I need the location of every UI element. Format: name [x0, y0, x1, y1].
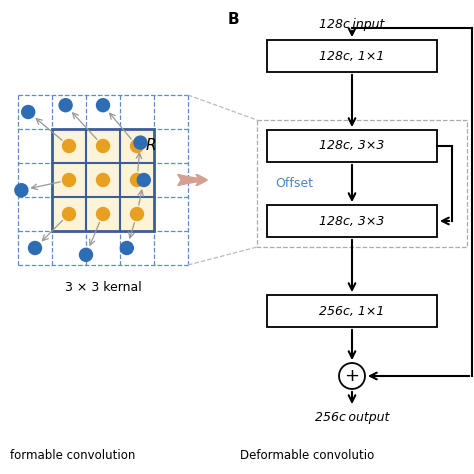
Circle shape	[134, 136, 147, 149]
Polygon shape	[52, 129, 154, 231]
Circle shape	[97, 139, 109, 153]
Text: 256c output: 256c output	[315, 411, 389, 424]
Text: B: B	[228, 12, 240, 27]
Circle shape	[130, 139, 144, 153]
Circle shape	[339, 363, 365, 389]
Text: 128c, 3×3: 128c, 3×3	[319, 215, 385, 228]
Text: Offset: Offset	[275, 177, 313, 190]
Text: Deformable convolutio: Deformable convolutio	[240, 449, 374, 462]
Circle shape	[22, 106, 35, 118]
Text: 128c, 3×3: 128c, 3×3	[319, 139, 385, 153]
FancyBboxPatch shape	[267, 295, 437, 327]
Text: 128c input: 128c input	[319, 18, 385, 31]
Circle shape	[97, 99, 109, 112]
Circle shape	[130, 208, 144, 220]
Circle shape	[137, 173, 150, 186]
Text: R: R	[146, 138, 156, 154]
Circle shape	[59, 99, 72, 112]
Circle shape	[63, 173, 75, 186]
Circle shape	[63, 139, 75, 153]
Circle shape	[120, 241, 133, 255]
Text: 128c, 1×1: 128c, 1×1	[319, 49, 385, 63]
Text: 3 × 3 kernal: 3 × 3 kernal	[64, 281, 141, 294]
Text: +: +	[345, 367, 359, 385]
Text: 256c, 1×1: 256c, 1×1	[319, 304, 385, 318]
Circle shape	[97, 208, 109, 220]
Circle shape	[97, 173, 109, 186]
Circle shape	[130, 173, 144, 186]
Circle shape	[15, 184, 28, 197]
Circle shape	[63, 208, 75, 220]
FancyBboxPatch shape	[267, 205, 437, 237]
FancyBboxPatch shape	[267, 130, 437, 162]
Circle shape	[28, 241, 42, 255]
Circle shape	[80, 248, 92, 261]
FancyBboxPatch shape	[267, 40, 437, 72]
Text: formable convolution: formable convolution	[10, 449, 136, 462]
